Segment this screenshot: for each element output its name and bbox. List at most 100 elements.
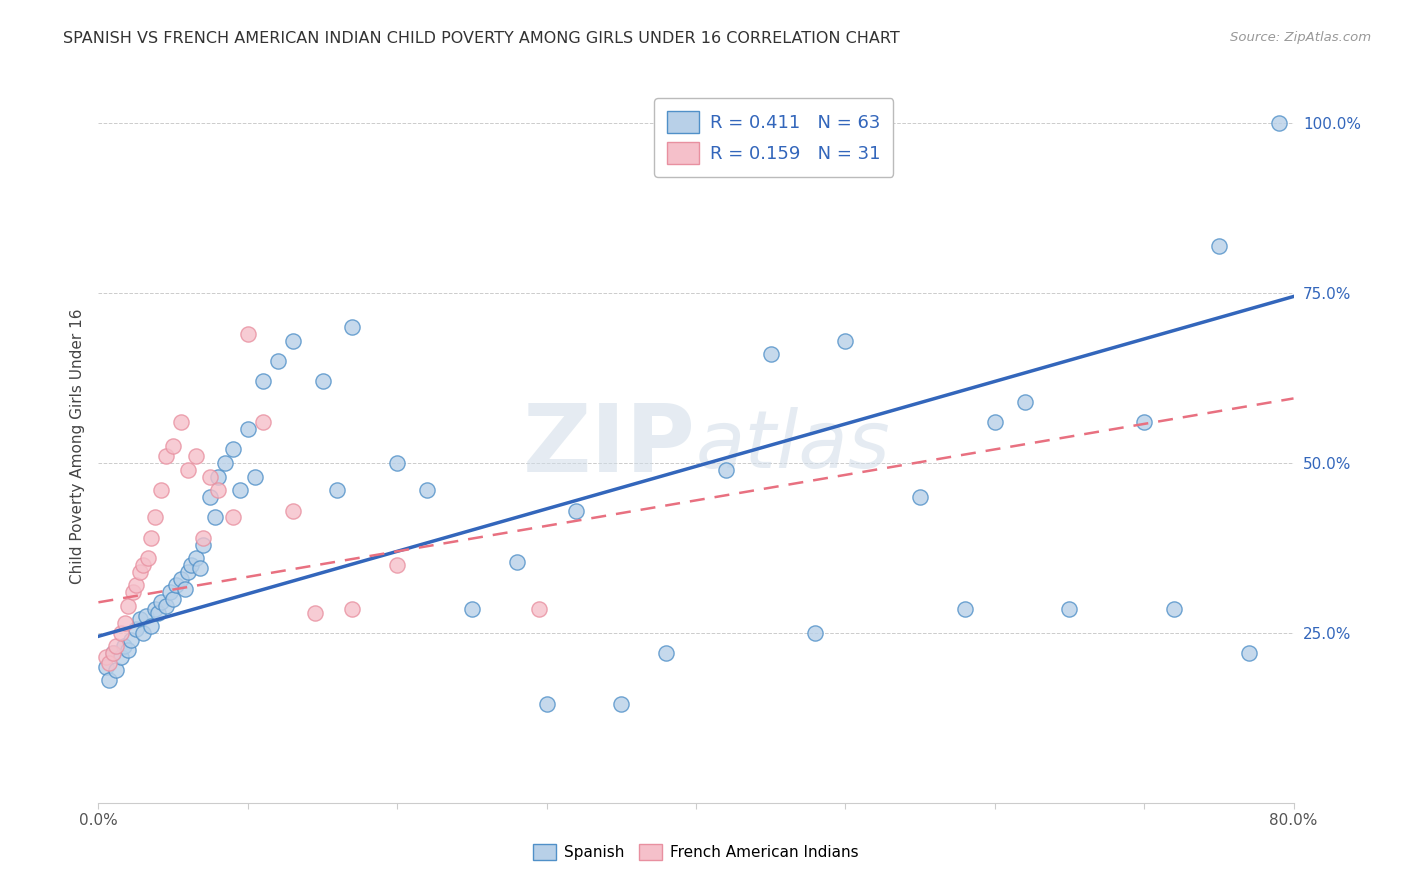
Point xyxy=(527,602,550,616)
Point xyxy=(184,551,207,566)
Point xyxy=(97,657,120,671)
Point xyxy=(311,375,333,389)
Point xyxy=(110,626,132,640)
Point xyxy=(416,483,439,498)
Point xyxy=(129,565,152,579)
Text: ZIP: ZIP xyxy=(523,400,696,492)
Point xyxy=(536,698,558,712)
Point xyxy=(252,415,274,429)
Point xyxy=(110,649,132,664)
Point xyxy=(105,663,128,677)
Point xyxy=(136,551,159,566)
Point xyxy=(180,558,202,572)
Point xyxy=(200,469,222,483)
Point xyxy=(94,649,117,664)
Point xyxy=(139,619,162,633)
Point xyxy=(714,463,737,477)
Point xyxy=(204,510,226,524)
Point xyxy=(1208,238,1230,252)
Point xyxy=(759,347,782,361)
Point xyxy=(385,456,409,470)
Point xyxy=(103,646,125,660)
Text: Source: ZipAtlas.com: Source: ZipAtlas.com xyxy=(1230,31,1371,45)
Point xyxy=(191,531,214,545)
Point xyxy=(114,615,136,630)
Point xyxy=(169,572,191,586)
Point xyxy=(177,565,200,579)
Y-axis label: Child Poverty Among Girls Under 16: Child Poverty Among Girls Under 16 xyxy=(69,309,84,583)
Point xyxy=(112,640,135,654)
Point xyxy=(222,510,245,524)
Point xyxy=(207,483,229,498)
Point xyxy=(326,483,349,498)
Point xyxy=(120,632,142,647)
Point xyxy=(117,599,139,613)
Point xyxy=(105,640,128,654)
Point xyxy=(1267,116,1289,130)
Point xyxy=(281,503,304,517)
Point xyxy=(245,469,267,483)
Point xyxy=(1237,646,1260,660)
Point xyxy=(129,612,152,626)
Text: SPANISH VS FRENCH AMERICAN INDIAN CHILD POVERTY AMONG GIRLS UNDER 16 CORRELATION: SPANISH VS FRENCH AMERICAN INDIAN CHILD … xyxy=(63,31,900,46)
Point xyxy=(834,334,856,348)
Point xyxy=(207,469,229,483)
Point xyxy=(121,585,143,599)
Point xyxy=(132,626,155,640)
Point xyxy=(655,646,678,660)
Point xyxy=(103,646,125,660)
Point xyxy=(155,449,177,463)
Point xyxy=(236,422,259,436)
Point xyxy=(236,326,259,341)
Point xyxy=(342,320,364,334)
Point xyxy=(222,442,245,457)
Point xyxy=(132,558,155,572)
Point xyxy=(150,483,173,498)
Point xyxy=(1133,415,1156,429)
Point xyxy=(159,585,181,599)
Point xyxy=(139,531,162,545)
Point xyxy=(162,591,184,606)
Point xyxy=(169,415,191,429)
Point xyxy=(1014,394,1036,409)
Point xyxy=(94,660,117,674)
Point xyxy=(1059,602,1081,616)
Point xyxy=(125,578,148,592)
Point xyxy=(143,510,166,524)
Point xyxy=(184,449,207,463)
Point xyxy=(150,595,173,609)
Point xyxy=(461,602,484,616)
Point xyxy=(610,698,633,712)
Point xyxy=(267,354,290,368)
Point xyxy=(804,626,827,640)
Point xyxy=(984,415,1007,429)
Point xyxy=(148,606,170,620)
Point xyxy=(191,537,214,551)
Point xyxy=(117,643,139,657)
Point xyxy=(214,456,236,470)
Point xyxy=(908,490,931,504)
Point xyxy=(252,375,274,389)
Point xyxy=(565,503,588,517)
Point xyxy=(229,483,252,498)
Text: atlas: atlas xyxy=(696,407,891,485)
Point xyxy=(165,578,187,592)
Point xyxy=(342,602,364,616)
Point xyxy=(97,673,120,688)
Legend: R = 0.411   N = 63, R = 0.159   N = 31: R = 0.411 N = 63, R = 0.159 N = 31 xyxy=(654,98,893,177)
Point xyxy=(200,490,222,504)
Point xyxy=(188,561,211,575)
Point xyxy=(125,623,148,637)
Point xyxy=(1163,602,1185,616)
Point xyxy=(953,602,976,616)
Point xyxy=(281,334,304,348)
Point xyxy=(143,602,166,616)
Point xyxy=(304,606,326,620)
Point xyxy=(177,463,200,477)
Point xyxy=(155,599,177,613)
Point xyxy=(506,555,529,569)
Point xyxy=(174,582,197,596)
Point xyxy=(162,439,184,453)
Point xyxy=(135,608,157,623)
Point xyxy=(385,558,409,572)
